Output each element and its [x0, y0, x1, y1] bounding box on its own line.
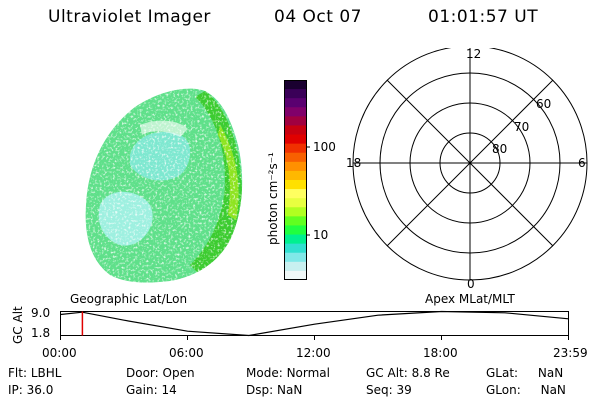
- colorbar-tick-100: 100: [313, 140, 336, 154]
- xtick-2359: 23:59: [553, 346, 588, 360]
- time-label: 01:01:57 UT: [428, 7, 539, 27]
- colorbar-band: [284, 261, 307, 272]
- colorbar-band: [284, 180, 307, 190]
- colorbar-band: [284, 234, 307, 245]
- timeline-axis-title: GC Alt: [11, 306, 25, 344]
- colorbar-band: [284, 134, 307, 145]
- colorbar-band: [284, 80, 307, 90]
- info-gcalt: GC Alt: 8.8 Re: [366, 366, 450, 380]
- colorbar-band: [284, 170, 307, 181]
- timeline-plot: [60, 310, 569, 340]
- info-ip-value: 36.0: [26, 383, 54, 397]
- instrument-title: Ultraviolet Imager: [48, 7, 211, 27]
- colorbar: [284, 80, 310, 280]
- colorbar-band: [284, 243, 307, 254]
- colorbar-band: [284, 125, 307, 136]
- info-gain-value: 14: [161, 383, 177, 397]
- mlt-label-12: 12: [466, 47, 482, 61]
- colorbar-band: [284, 270, 307, 280]
- info-mode: Mode: Normal: [246, 366, 330, 380]
- lat-label-70: 70: [514, 120, 530, 134]
- colorbar-band: [284, 116, 307, 127]
- info-gain: Gain: 14: [126, 383, 177, 397]
- info-seq-value: 39: [396, 383, 412, 397]
- info-ip: IP: 36.0: [8, 383, 54, 397]
- info-dsp-value: NaN: [276, 383, 303, 397]
- ytick-9: 9.0: [31, 306, 51, 320]
- colorbar-band: [284, 152, 307, 163]
- colorbar-band: [284, 143, 307, 154]
- polar-grid: [352, 48, 588, 281]
- info-flt: Flt: LBHL: [8, 366, 62, 380]
- date-label: 04 Oct 07: [274, 7, 362, 27]
- colorbar-band: [284, 252, 307, 263]
- info-glon-value: NaN: [540, 383, 566, 397]
- gc-alt-trace: [60, 310, 569, 337]
- info-flt-value: LBHL: [30, 366, 62, 380]
- mlt-label-18: 18: [346, 156, 362, 170]
- info-gcalt-value: 8.8 Re: [411, 366, 450, 380]
- colorbar-band: [284, 107, 307, 117]
- timeline-right-label: Apex MLat/MLT: [425, 292, 515, 306]
- xtick-06: 06:00: [169, 346, 204, 360]
- xtick-18: 18:00: [423, 346, 458, 360]
- info-glat-value: NaN: [537, 366, 564, 380]
- colorbar-band: [284, 198, 307, 208]
- ytick-1-8: 1.8: [31, 326, 51, 340]
- timeline-left-label: Geographic Lat/Lon: [70, 292, 188, 306]
- colorbar-band: [284, 207, 307, 217]
- colorbar-band: [284, 216, 307, 227]
- colorbar-band: [284, 189, 307, 199]
- colorbar-band: [284, 89, 307, 99]
- info-dsp: Dsp: NaN: [246, 383, 303, 397]
- colorbar-band: [284, 98, 307, 108]
- info-door-value: Open: [162, 366, 195, 380]
- xtick-00: 00:00: [42, 346, 77, 360]
- info-seq: Seq: 39: [366, 383, 412, 397]
- auroral-image: [85, 88, 243, 283]
- info-glat: GLat: NaN: [486, 366, 564, 380]
- lat-label-80: 80: [492, 142, 508, 156]
- colorbar-band: [284, 225, 307, 236]
- lat-label-60: 60: [536, 97, 552, 111]
- colorbar-band: [284, 161, 307, 172]
- colorbar-unit-label: photon cm⁻²s⁻¹: [266, 152, 280, 245]
- mlt-label-0: 0: [467, 277, 475, 291]
- xtick-12: 12:00: [296, 346, 331, 360]
- info-glon: GLon: NaN: [486, 383, 566, 397]
- info-door: Door: Open: [126, 366, 195, 380]
- mlt-label-6: 6: [578, 156, 586, 170]
- colorbar-tick-10: 10: [313, 228, 329, 242]
- info-mode-value: Normal: [286, 366, 330, 380]
